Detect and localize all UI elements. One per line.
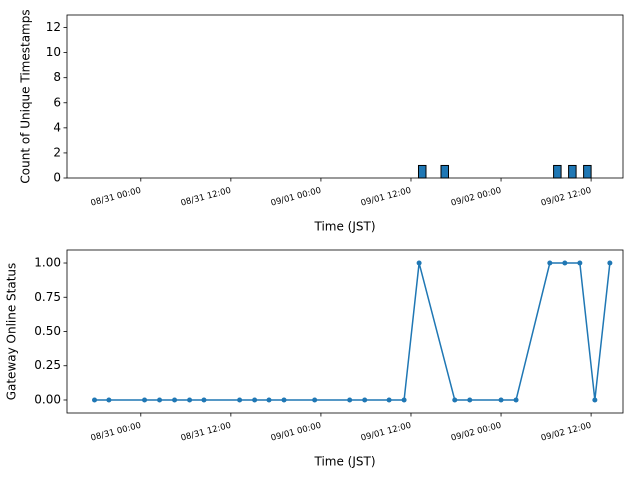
bar xyxy=(568,164,577,179)
x-tick-label: 09/02 12:00 xyxy=(540,421,593,444)
point xyxy=(467,397,473,403)
y-tick-label: 10 xyxy=(46,45,61,59)
y-tick-label: 12 xyxy=(46,20,61,34)
point xyxy=(347,397,353,403)
y-tick-label: 4 xyxy=(53,120,61,134)
point xyxy=(562,260,568,266)
x-tick-label: 09/02 12:00 xyxy=(540,186,593,209)
x-tick-label: 09/01 12:00 xyxy=(360,186,413,209)
point xyxy=(452,397,458,403)
bar xyxy=(553,164,562,179)
x-tick-label: 08/31 00:00 xyxy=(90,186,143,209)
point xyxy=(237,397,243,403)
point xyxy=(386,397,392,403)
x-tick-label: 09/01 00:00 xyxy=(270,186,323,209)
point xyxy=(592,397,598,403)
point xyxy=(187,397,193,403)
bar xyxy=(440,164,450,179)
axes-frame xyxy=(66,14,624,179)
x-tick-label: 09/01 12:00 xyxy=(360,421,413,444)
bar xyxy=(417,164,427,179)
x-tick-label: 08/31 12:00 xyxy=(180,421,233,444)
y-tick-label: 0.00 xyxy=(34,392,61,406)
y-tick-label: 0.50 xyxy=(34,324,61,338)
y-tick-label: 8 xyxy=(53,70,61,84)
bar xyxy=(583,164,592,179)
point xyxy=(312,397,318,403)
y-tick-label: 0.75 xyxy=(34,290,61,304)
y-axis-label: Count of Unique Timestamps xyxy=(19,9,33,183)
point xyxy=(157,397,163,403)
y-tick-label: 0 xyxy=(53,171,61,185)
x-tick-label: 08/31 00:00 xyxy=(90,421,143,444)
point xyxy=(498,397,504,403)
x-tick-label: 09/02 00:00 xyxy=(450,421,503,444)
line xyxy=(94,262,611,401)
point xyxy=(201,397,207,403)
point xyxy=(547,260,553,266)
point xyxy=(362,397,368,403)
axes-frame xyxy=(66,249,624,414)
y-tick-label: 0.25 xyxy=(34,358,61,372)
point xyxy=(266,397,272,403)
point xyxy=(172,397,178,403)
point xyxy=(607,260,613,266)
x-tick-label: 08/31 12:00 xyxy=(180,186,233,209)
y-axis-label: Gateway Online Status xyxy=(5,263,19,401)
point xyxy=(142,397,148,403)
point xyxy=(577,260,583,266)
x-tick-label: 09/02 00:00 xyxy=(450,186,503,209)
y-tick-label: 2 xyxy=(53,145,61,159)
y-tick-label: 6 xyxy=(53,95,61,109)
x-tick-label: 09/01 00:00 xyxy=(270,421,323,444)
x-axis-label: Time (JST) xyxy=(313,455,375,469)
x-axis-label: Time (JST) xyxy=(313,220,375,234)
point xyxy=(252,397,258,403)
point xyxy=(401,397,407,403)
point xyxy=(513,397,519,403)
point xyxy=(416,260,422,266)
y-tick-label: 1.00 xyxy=(34,256,61,270)
point xyxy=(106,397,112,403)
point xyxy=(92,397,98,403)
point xyxy=(281,397,287,403)
